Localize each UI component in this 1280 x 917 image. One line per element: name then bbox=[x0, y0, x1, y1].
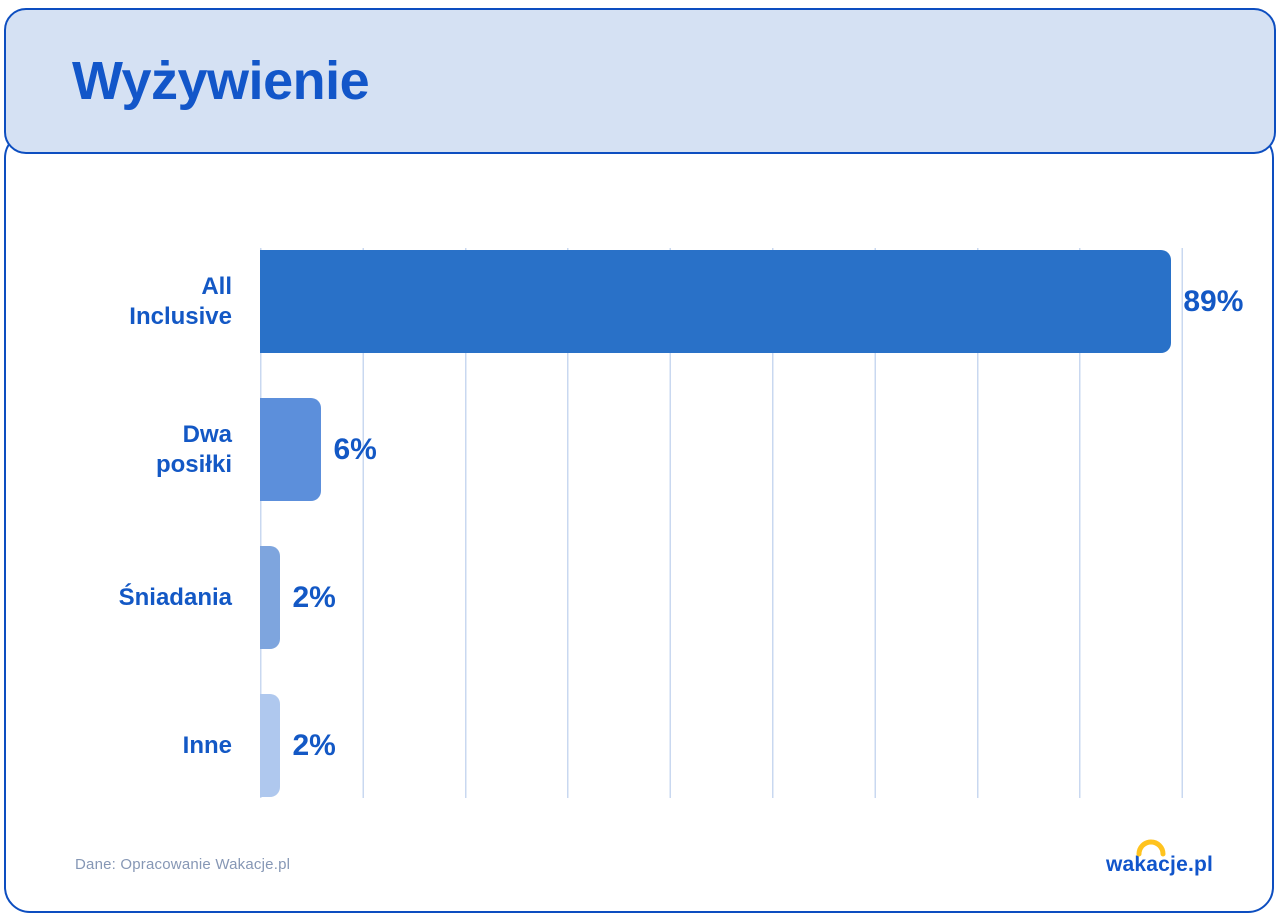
chart-row-all-inclusive: 89% bbox=[260, 250, 1243, 353]
category-label-inne: Inne bbox=[182, 731, 232, 759]
category-label-all-inclusive: All Inclusive bbox=[129, 272, 232, 330]
bar-inne bbox=[260, 694, 281, 797]
page-title: Wyżywienie bbox=[72, 51, 370, 111]
data-source-caption: Dane: Opracowanie Wakacje.pl bbox=[75, 856, 291, 873]
sun-arc-icon bbox=[1136, 839, 1166, 857]
wakacje-logo: wakacje.pl bbox=[1106, 839, 1214, 877]
wakacje-logo-text: wakacje.pl bbox=[1106, 853, 1214, 876]
bar-chart-plot-area: 89% 6% 2% 2% bbox=[260, 248, 1243, 798]
chart-row-inne: 2% bbox=[260, 694, 1183, 797]
bar-sniadania bbox=[260, 546, 281, 649]
bar-value-dwa-posilki: 6% bbox=[333, 432, 377, 466]
page-header: Wyżywienie bbox=[4, 8, 1276, 154]
bar-value-all-inclusive: 89% bbox=[1183, 284, 1244, 318]
bar-all-inclusive bbox=[260, 250, 1172, 353]
bar-value-sniadania: 2% bbox=[292, 580, 336, 614]
bar-value-inne: 2% bbox=[292, 728, 336, 762]
category-label-sniadania: Śniadania bbox=[118, 583, 232, 611]
chart-row-dwa-posilki: 6% bbox=[260, 398, 1183, 501]
chart-row-sniadania: 2% bbox=[260, 546, 1183, 649]
category-label-dwa-posilki: Dwa posiłki bbox=[155, 420, 232, 478]
bar-dwa-posilki bbox=[260, 398, 322, 501]
